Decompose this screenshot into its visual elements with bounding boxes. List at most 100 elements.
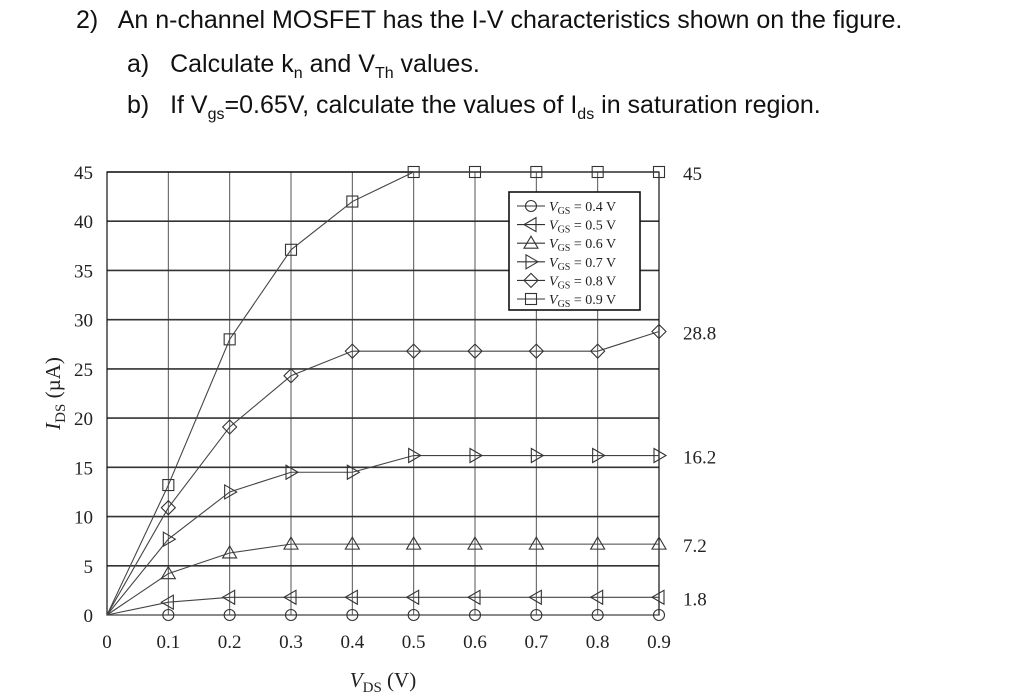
data-point (221, 544, 238, 559)
question-part-a: a) Calculate kn and VTh values. (127, 50, 480, 83)
data-point (651, 323, 667, 340)
data-point (651, 536, 667, 550)
x-tick-label: 0.4 (340, 632, 364, 653)
value-annotation: 28.8 (683, 323, 716, 344)
part-a-label: a) (127, 50, 150, 78)
data-point (530, 165, 543, 179)
legend-label: VGS = 0.5 V (549, 219, 616, 236)
data-point (221, 589, 236, 606)
question-text: An n-channel MOSFET has the I-V characte… (117, 6, 903, 34)
data-point (283, 536, 299, 550)
data-point (592, 447, 606, 464)
data-point (162, 531, 177, 548)
series-line (106, 596, 659, 616)
data-point (591, 608, 604, 622)
x-tick-label: 0.9 (647, 632, 671, 653)
data-point (530, 447, 545, 464)
legend-marker (522, 216, 537, 233)
data-point (469, 447, 484, 464)
legend-marker (523, 235, 539, 249)
x-tick-label: 0.7 (524, 632, 548, 653)
y-tick-label: 25 (74, 360, 93, 381)
y-tick-label: 30 (74, 311, 93, 332)
x-tick-label: 0.2 (218, 632, 242, 653)
data-point (530, 608, 543, 622)
series-vgs-2 (106, 536, 667, 616)
data-point (160, 594, 174, 611)
data-point (528, 536, 545, 550)
x-tick-label: 0.1 (156, 632, 180, 653)
series-vgs-3 (106, 447, 668, 616)
data-point (223, 333, 236, 346)
data-point (405, 536, 422, 550)
data-point (221, 419, 238, 435)
value-annotation: 1.8 (683, 589, 707, 610)
value-annotation: 45 (683, 164, 702, 185)
series-line (106, 543, 659, 616)
x-axis-label: VDS (V) (350, 668, 416, 695)
legend-label: VGS = 0.7 V (549, 256, 616, 273)
data-point (407, 608, 420, 622)
data-point (284, 243, 298, 256)
data-point (344, 589, 358, 606)
part-b-label: b) (127, 91, 150, 119)
data-point (468, 608, 482, 622)
data-point (160, 565, 177, 580)
data-point (467, 343, 483, 359)
data-point (282, 589, 297, 606)
question-header: 2) An n-channel MOSFET has the I-V chara… (76, 6, 902, 35)
y-tick-label: 40 (74, 212, 93, 233)
series-line (106, 454, 659, 616)
legend-label: VGS = 0.4 V (549, 200, 616, 217)
data-point (653, 447, 668, 464)
legend-marker (524, 199, 538, 213)
x-tick-label: 0.6 (463, 632, 487, 653)
data-point (652, 608, 666, 622)
series-vgs-4 (106, 323, 667, 616)
data-point (589, 343, 606, 359)
question-part-b: b) If Vgs=0.65V, calculate the values of… (127, 91, 821, 124)
data-point (405, 589, 420, 606)
data-point (467, 536, 483, 550)
data-point (162, 608, 175, 622)
x-tick-label: 0 (102, 632, 112, 653)
series-vgs-1 (106, 589, 665, 616)
value-annotation: 7.2 (683, 536, 707, 557)
data-point (283, 368, 299, 384)
x-tick-label: 0.5 (402, 632, 426, 653)
y-tick-label: 10 (74, 508, 93, 529)
legend-label: VGS = 0.6 V (549, 237, 616, 254)
data-point (344, 536, 361, 550)
data-point (162, 479, 175, 492)
data-point (589, 536, 606, 550)
data-point (223, 608, 236, 622)
data-point (528, 343, 545, 359)
data-point (346, 464, 361, 481)
y-tick-label: 45 (74, 163, 93, 184)
legend-marker (525, 253, 540, 270)
data-point (346, 195, 359, 208)
y-tick-label: 0 (84, 606, 94, 627)
x-tick-label: 0.8 (586, 632, 610, 653)
data-point (346, 608, 359, 622)
part-b-text: If Vgs=0.65V, calculate the values of Id… (170, 91, 821, 123)
series-vgs-0 (107, 608, 666, 622)
data-point (407, 165, 420, 179)
data-point (405, 343, 422, 359)
legend-label: VGS = 0.8 V (549, 274, 616, 291)
series-line (106, 171, 659, 616)
data-point (408, 447, 422, 464)
legend-marker (524, 292, 538, 306)
data-point (284, 608, 298, 622)
data-point (344, 343, 361, 359)
data-point (528, 589, 542, 606)
data-point (468, 165, 482, 179)
y-tick-label: 5 (84, 557, 94, 578)
y-tick-label: 20 (74, 409, 93, 430)
value-annotation: 16.2 (683, 448, 716, 469)
data-point (591, 165, 604, 179)
data-point (224, 483, 238, 500)
legend-label: VGS = 0.9 V (549, 293, 616, 310)
y-tick-label: 35 (74, 261, 93, 282)
